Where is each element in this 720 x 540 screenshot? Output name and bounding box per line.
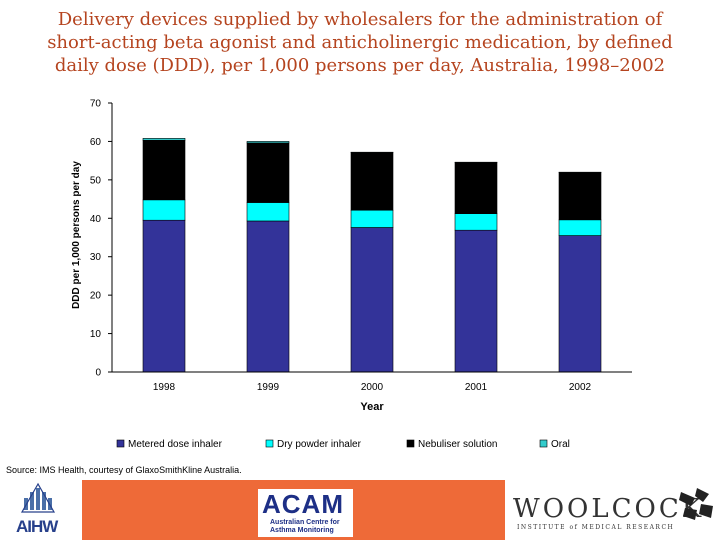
bar-segment (454, 213, 498, 231)
bars (142, 138, 602, 373)
bar-segment (246, 220, 290, 373)
legend-label: Metered dose inhaler (128, 439, 223, 450)
bar-segment (142, 219, 186, 373)
title-line-2: short-acting beta agonist and anticholin… (47, 32, 673, 53)
source-note: Source: IMS Health, courtesy of GlaxoSmi… (6, 465, 242, 475)
x-tick-label: 1998 (153, 382, 176, 393)
title-line-1: Delivery devices supplied by wholesalers… (57, 9, 663, 30)
aihw-emblem-icon (20, 482, 56, 513)
y-tick-label: 0 (95, 368, 101, 379)
y-tick-label: 70 (90, 99, 102, 110)
bar-segment (246, 202, 290, 222)
x-tick-label: 2000 (361, 382, 384, 393)
y-tick-label: 20 (90, 291, 102, 302)
legend-swatch (116, 439, 125, 448)
bar-segment (558, 219, 602, 236)
legend-swatch (265, 439, 274, 448)
acam-subtitle: Australian Centre for Asthma Monitoring (270, 519, 340, 534)
bar-segment (350, 227, 394, 373)
x-axis: 1998 1999 2000 2001 2002 (112, 371, 632, 393)
woolcock-emblem-icon (679, 488, 713, 520)
aihw-logo: AIHW (0, 480, 82, 540)
footer-banner: AIHW ACAM Australian Centre for Asthma M… (0, 480, 720, 540)
legend-label: Oral (551, 439, 570, 450)
acam-logo: ACAM Australian Centre for Asthma Monito… (258, 489, 353, 537)
chart-title: Delivery devices supplied by wholesalers… (10, 8, 710, 77)
legend-label: Dry powder inhaler (277, 439, 362, 450)
legend: Metered dose inhaler Dry powder inhaler Ne… (116, 439, 570, 450)
y-tick-label: 50 (90, 175, 102, 186)
bar-segment (454, 229, 498, 373)
woolcock-subtitle: INSTITUTE of MEDICAL RESEARCH (517, 524, 675, 531)
y-tick-label: 30 (90, 252, 102, 263)
x-tick-label: 2001 (465, 382, 488, 393)
legend-swatch (406, 439, 415, 448)
bar-segment (350, 152, 394, 211)
y-axis: 0 10 20 30 40 50 60 70 (90, 99, 113, 379)
aihw-wordmark: AIHW (16, 517, 58, 536)
bar-segment (142, 138, 186, 141)
bar-segment (454, 162, 498, 214)
legend-swatch (539, 439, 548, 448)
bar-segment (246, 142, 290, 203)
legend-label: Nebuliser solution (418, 439, 498, 450)
x-tick-label: 1999 (257, 382, 280, 393)
bar-segment (246, 141, 290, 144)
bar-segment (558, 172, 602, 221)
y-tick-label: 10 (90, 329, 102, 340)
y-tick-label: 60 (90, 137, 102, 148)
acam-wordmark: ACAM (262, 489, 344, 519)
bar-segment (558, 235, 602, 373)
x-axis-label: Year (360, 401, 384, 413)
y-tick-label: 40 (90, 214, 102, 225)
stacked-bar-chart: 0 10 20 30 40 50 60 70 1998 1999 2000 2001 2002 DDD… (71, 99, 632, 450)
x-tick-label: 2002 (569, 382, 592, 393)
title-line-3: daily dose (DDD), per 1,000 persons per … (54, 55, 666, 76)
woolcock-logo: WOOLCOCK INSTITUTE of MEDICAL RESEARCH (505, 480, 720, 540)
bar-segment (142, 139, 186, 201)
bar-segment (350, 209, 394, 228)
woolcock-wordmark: WOOLCOCK (513, 494, 705, 524)
bar-segment (142, 199, 186, 221)
y-axis-label: DDD per 1,000 persons per day (71, 161, 82, 309)
